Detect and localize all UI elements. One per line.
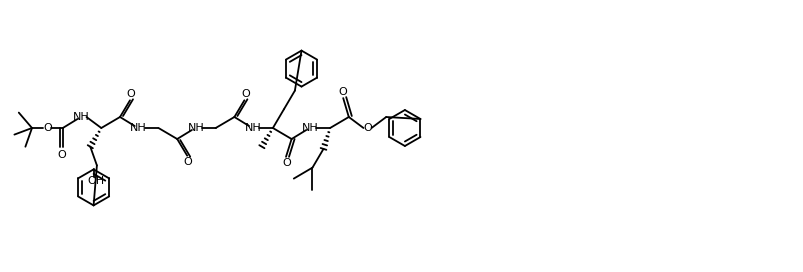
Text: O: O: [57, 150, 66, 160]
Text: NH: NH: [244, 123, 261, 133]
Text: O: O: [126, 89, 135, 99]
Text: O: O: [338, 87, 347, 97]
Text: NH: NH: [130, 123, 147, 133]
Text: O: O: [43, 123, 51, 133]
Text: O: O: [283, 158, 291, 168]
Text: O: O: [241, 89, 250, 99]
Text: NH: NH: [187, 123, 204, 133]
Text: O: O: [363, 123, 372, 133]
Text: NH: NH: [302, 123, 318, 133]
Text: O: O: [184, 157, 193, 167]
Text: OH: OH: [87, 177, 104, 186]
Text: NH: NH: [73, 112, 90, 122]
